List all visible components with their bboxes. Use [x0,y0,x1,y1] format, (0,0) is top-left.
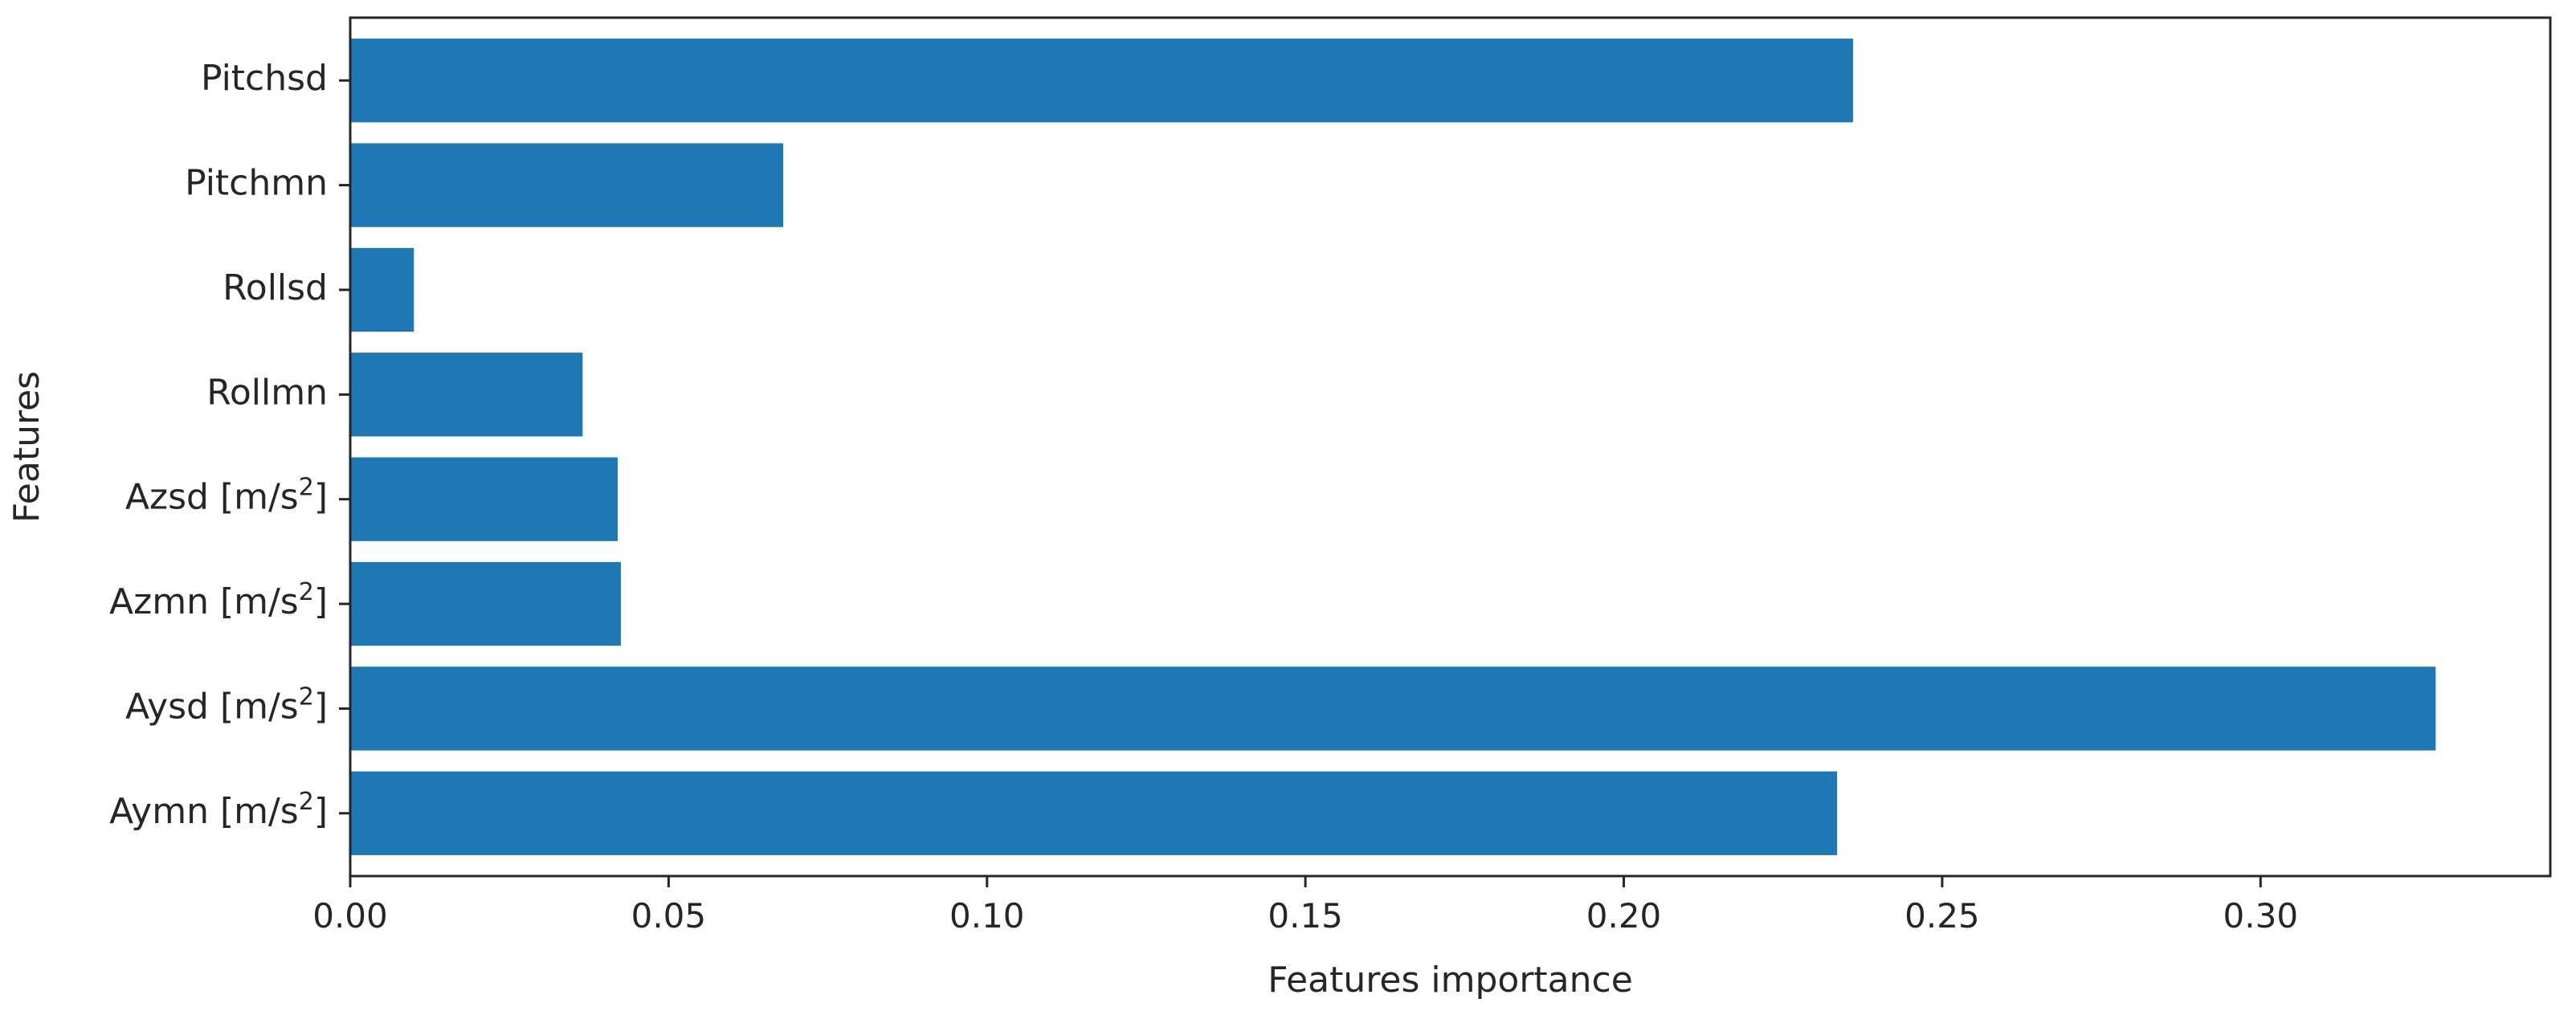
bar [350,561,621,646]
y-tick-label: Rollmn [206,372,328,413]
y-tick-label: Rollsd [222,267,328,308]
y-tick-label: Pitchmn [185,163,328,204]
x-tick-label: 0.05 [631,896,707,936]
x-tick-label: 0.20 [1586,896,1662,936]
y-tick-label: Aymn [m/s2] [109,787,328,832]
bars-group [350,39,2436,855]
bar [350,143,784,227]
bar [350,247,414,332]
x-tick-group: 0.00 0.05 0.10 0.15 0.20 0.25 0.30 [312,876,2298,936]
y-tick-label: Pitchsd [201,58,328,99]
y-tick-group: Aymn [m/s2] Aysd [m/s2] Azmn [m/s2] Azsd [m… [109,58,350,832]
y-tick-label: Azmn [m/s2] [109,578,328,623]
bar [350,457,618,541]
y-axis-label: Features [6,371,47,523]
y-tick-label: Azsd [m/s2] [125,473,328,518]
x-axis-label: Features importance [1268,960,1633,1001]
bar [350,39,1853,123]
x-tick-label: 0.00 [312,896,388,936]
y-tick-label: Aysd [m/s2] [125,683,328,728]
x-tick-label: 0.25 [1904,896,1980,936]
x-tick-label: 0.30 [2223,896,2299,936]
x-tick-label: 0.15 [1268,896,1343,936]
plot-frame [349,16,2552,878]
x-tick-label: 0.10 [949,896,1025,936]
bar [350,353,583,437]
bar [350,666,2436,751]
bar [350,771,1838,855]
